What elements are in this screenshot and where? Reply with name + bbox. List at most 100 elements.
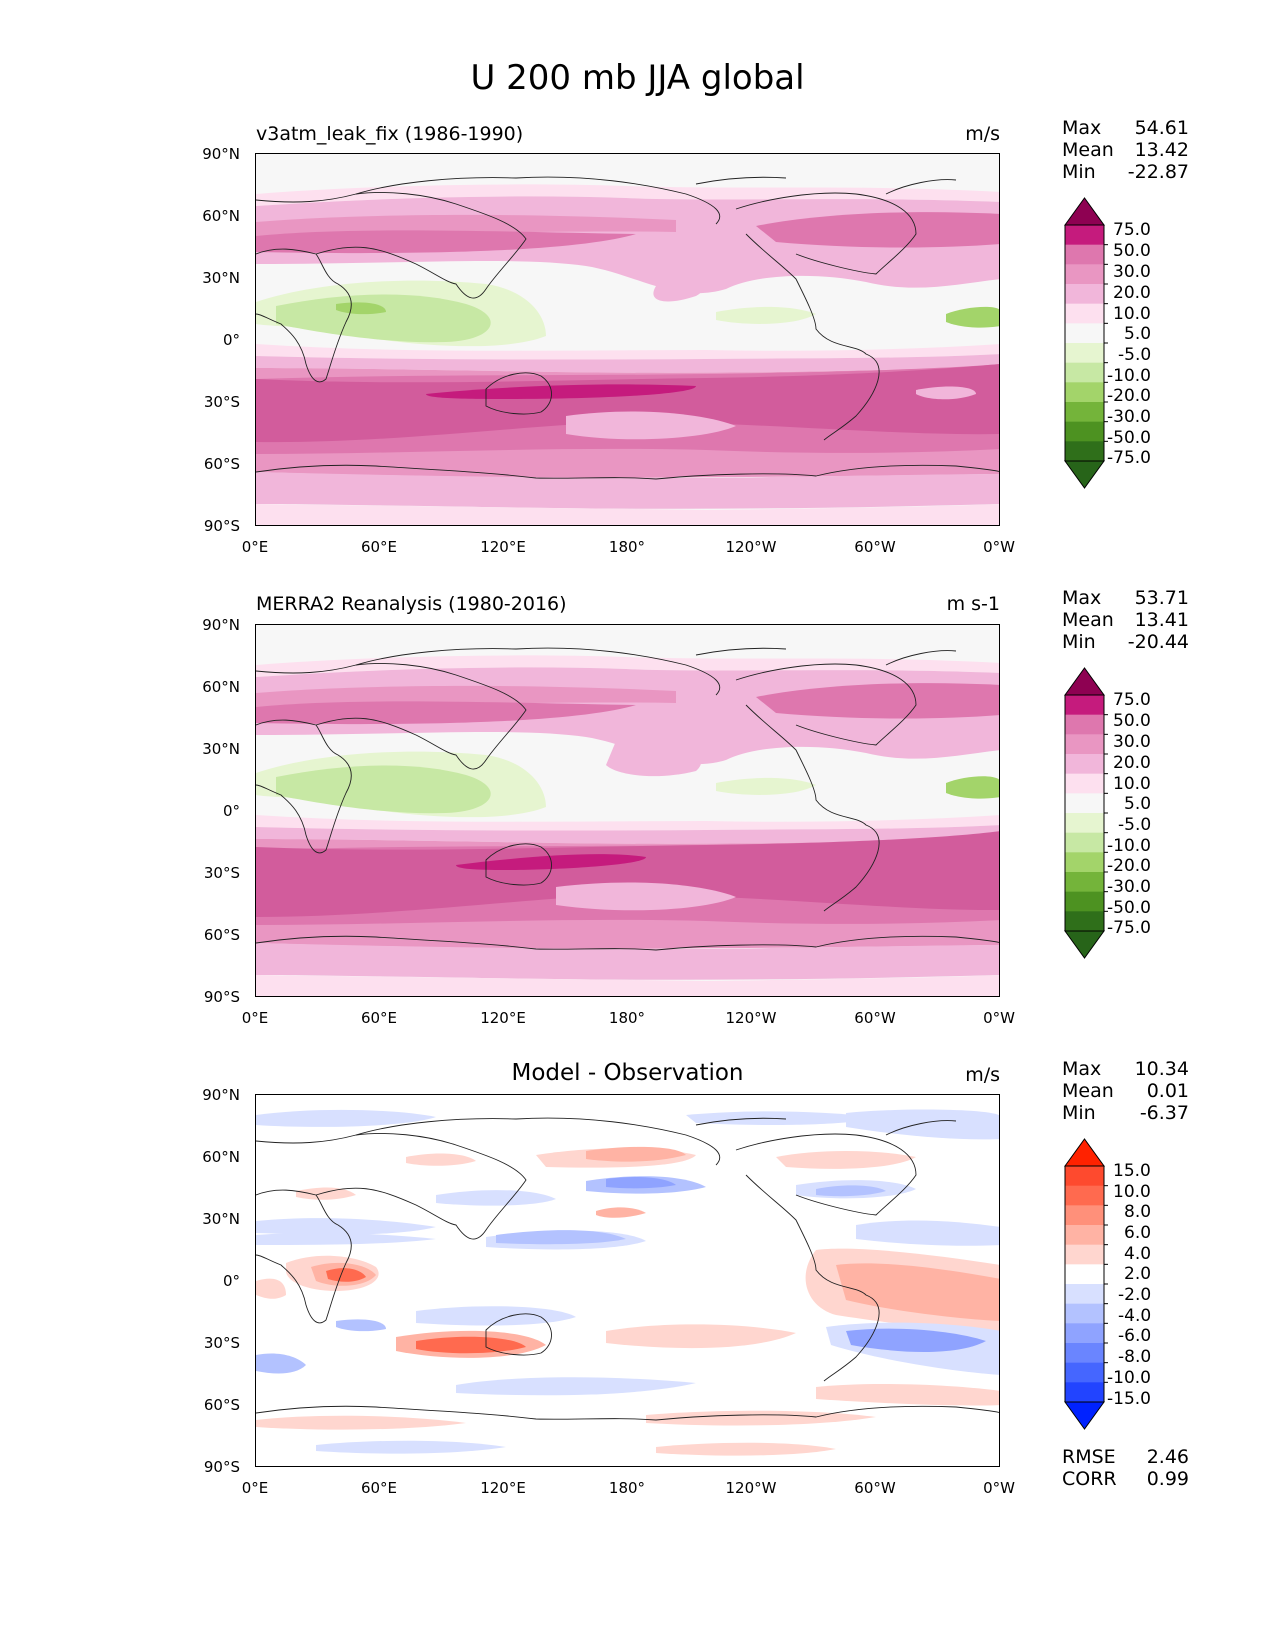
colorbar-label: -20.0	[1107, 856, 1151, 876]
colorbar-label: -6.0	[1118, 1326, 1152, 1346]
lon-tick: 120°E	[480, 1009, 526, 1027]
lat-tick: 30°N	[202, 269, 240, 287]
colorbar-label: 50.0	[1113, 241, 1151, 261]
colorbar-segment	[1065, 891, 1104, 912]
stat-label: Max	[1062, 1058, 1102, 1080]
lat-tick: 60°N	[202, 678, 240, 696]
lon-tick: 60°E	[360, 538, 398, 556]
colorbar-label: 15.0	[1113, 1161, 1151, 1181]
colorbar-label: 20.0	[1113, 283, 1151, 303]
lon-tick: 0°W	[983, 1479, 1015, 1497]
colorbar-label: -4.0	[1118, 1306, 1152, 1326]
stat-label: Min	[1062, 631, 1096, 653]
stat-label: Min	[1062, 1102, 1096, 1124]
lon-tick: 120°E	[480, 538, 526, 556]
lat-tick: 30°S	[203, 1334, 240, 1352]
panel-3-metrics: RMSE 2.46 CORR 0.99	[1062, 1446, 1189, 1490]
colorbar-segment	[1065, 714, 1104, 735]
colorbar-segment	[1065, 1225, 1104, 1246]
colorbar-segment	[1065, 1264, 1104, 1285]
colorbar-segment	[1065, 1323, 1104, 1344]
stat-label: Mean	[1062, 609, 1114, 631]
colorbar-label: 30.0	[1113, 262, 1151, 282]
panel-1-map	[255, 153, 1000, 526]
stat-label: Max	[1062, 117, 1102, 139]
colorbar-label: -10.0	[1107, 836, 1151, 856]
colorbar-segment	[1065, 852, 1104, 873]
lon-tick: 0°E	[241, 1479, 269, 1497]
colorbar-segment	[1065, 911, 1104, 932]
colorbar-extend-min	[1064, 460, 1105, 489]
lat-tick: 0°	[222, 331, 240, 349]
colorbar-extend-max	[1064, 667, 1105, 696]
lon-tick: 180°	[608, 538, 646, 556]
colorbar-label: -15.0	[1107, 1389, 1151, 1409]
colorbar-segment	[1065, 402, 1104, 423]
colorbar-segment	[1065, 734, 1104, 755]
colorbar-label: -5.0	[1118, 345, 1152, 365]
colorbar-label: 8.0	[1124, 1202, 1152, 1222]
lon-tick: 120°W	[725, 538, 777, 556]
colorbar-segment	[1065, 1284, 1104, 1305]
colorbar-segment	[1065, 773, 1104, 794]
colorbar-label: -8.0	[1118, 1347, 1152, 1367]
colorbar-segment	[1065, 1343, 1104, 1364]
lon-tick: 180°	[608, 1479, 646, 1497]
colorbar-segment	[1065, 303, 1104, 324]
stat-value: -20.44	[1127, 631, 1189, 653]
colorbar-segment	[1065, 872, 1104, 893]
panel-2-map	[255, 624, 1000, 997]
colorbar-label: -50.0	[1107, 898, 1151, 918]
colorbar-segment	[1065, 1205, 1104, 1226]
colorbar-label: 50.0	[1113, 711, 1151, 731]
lon-tick: 60°W	[854, 1479, 896, 1497]
metric-value: 0.99	[1146, 1468, 1189, 1490]
lat-tick: 90°N	[202, 145, 240, 163]
lat-tick: 60°N	[202, 1148, 240, 1166]
lon-tick: 60°E	[360, 1479, 398, 1497]
colorbar-label: 6.0	[1124, 1223, 1152, 1243]
colorbar-segment	[1065, 323, 1104, 344]
colorbar-segment	[1065, 362, 1104, 383]
colorbar-extend-min	[1064, 1401, 1105, 1430]
colorbar-label: 10.0	[1113, 774, 1151, 794]
colorbar-segment	[1065, 1244, 1104, 1265]
colorbar-label: -5.0	[1118, 815, 1152, 835]
stat-label: Mean	[1062, 1080, 1114, 1102]
lat-tick: 90°S	[203, 988, 240, 1006]
lon-tick: 120°E	[480, 1479, 526, 1497]
stat-value: 13.42	[1134, 139, 1189, 161]
figure-title: U 200 mb JJA global	[470, 58, 805, 98]
lon-tick: 0°E	[241, 1009, 269, 1027]
colorbar-label: -50.0	[1107, 428, 1151, 448]
colorbar-label: 5.0	[1124, 794, 1152, 814]
lon-tick: 60°W	[854, 1009, 896, 1027]
lon-tick: 180°	[608, 1009, 646, 1027]
colorbar-segment	[1065, 695, 1104, 716]
colorbar-label: -10.0	[1107, 1368, 1151, 1388]
lat-tick: 30°N	[202, 1210, 240, 1228]
colorbar-segment	[1065, 1362, 1104, 1383]
lat-tick: 30°S	[203, 864, 240, 882]
lat-tick: 90°N	[202, 1086, 240, 1104]
colorbar-label: 2.0	[1124, 1264, 1152, 1284]
lon-tick: 0°W	[983, 538, 1015, 556]
panel-3-title: Model - Observation	[511, 1060, 744, 1086]
panel-2-stats: Max 53.71 Mean 13.41 Min -20.44	[1062, 587, 1189, 653]
colorbar-segment	[1065, 244, 1104, 265]
lon-tick: 120°W	[725, 1009, 777, 1027]
colorbar-segment	[1065, 264, 1104, 285]
metric-label: RMSE	[1062, 1446, 1116, 1468]
stat-value: 54.61	[1134, 117, 1189, 139]
panel-3-colorbar	[1062, 1134, 1112, 1438]
panel-1-colorbar	[1062, 193, 1112, 497]
lon-tick: 0°W	[983, 1009, 1015, 1027]
colorbar-segment	[1065, 754, 1104, 775]
metric-value: 2.46	[1146, 1446, 1189, 1468]
stat-label: Mean	[1062, 139, 1114, 161]
stat-label: Max	[1062, 587, 1102, 609]
panel-3-stats: Max 10.34 Mean 0.01 Min -6.37	[1062, 1058, 1189, 1124]
lat-tick: 60°S	[203, 455, 240, 473]
colorbar-segment	[1065, 225, 1104, 246]
stat-value: 13.41	[1134, 609, 1189, 631]
